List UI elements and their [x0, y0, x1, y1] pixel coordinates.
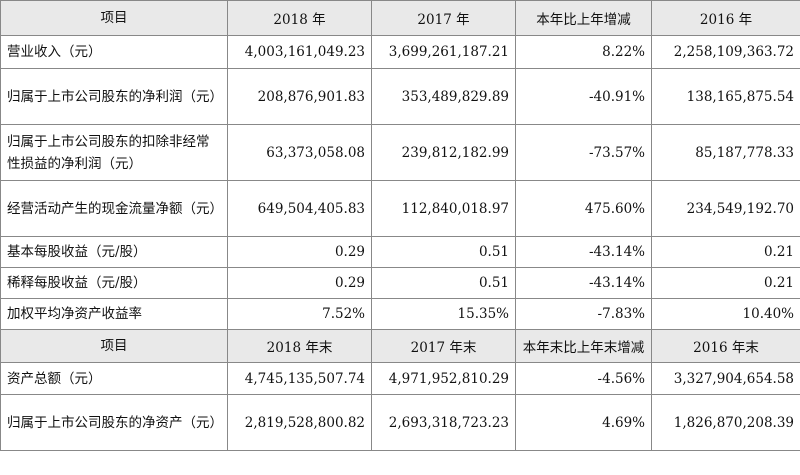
row-label: 归属于上市公司股东的扣除非经常性损益的净利润（元） [0, 124, 228, 181]
value-2017: 15.35% [371, 298, 516, 330]
value-change: 475.60% [515, 180, 652, 237]
value-2018: 0.29 [227, 236, 372, 268]
header-change-end: 本年末比上年末增减 [515, 329, 652, 363]
header-2018-end: 2018 年末 [227, 329, 372, 363]
value-2018: 208,876,901.83 [227, 68, 372, 125]
value-2016: 0.21 [651, 236, 800, 268]
value-change: -40.91% [515, 68, 652, 125]
value-2017: 2,693,318,723.23 [371, 394, 516, 451]
value-2018: 0.29 [227, 267, 372, 299]
value-2018: 2,819,528,800.82 [227, 394, 372, 451]
value-2017: 0.51 [371, 236, 516, 268]
header-row-year-end: 项目 2018 年末 2017 年末 本年末比上年末增减 2016 年末 [0, 329, 800, 363]
table-row-operating-cash-flow: 经营活动产生的现金流量净额（元） 649,504,405.83 112,840,… [0, 180, 800, 237]
header-item: 项目 [0, 0, 228, 36]
header-item: 项目 [0, 329, 228, 363]
header-2017: 2017 年 [371, 0, 516, 36]
value-2016: 234,549,192.70 [651, 180, 800, 237]
value-2017: 4,971,952,810.29 [371, 362, 516, 395]
value-2016: 10.40% [651, 298, 800, 330]
value-2016: 0.21 [651, 267, 800, 299]
value-change: -43.14% [515, 236, 652, 268]
header-change: 本年比上年增减 [515, 0, 652, 36]
value-change: -43.14% [515, 267, 652, 299]
value-2016: 85,187,778.33 [651, 124, 800, 181]
table-row-net-profit-deducted: 归属于上市公司股东的扣除非经常性损益的净利润（元） 63,373,058.08 … [0, 124, 800, 181]
header-2017-end: 2017 年末 [371, 329, 516, 363]
value-2017: 112,840,018.97 [371, 180, 516, 237]
value-2018: 649,504,405.83 [227, 180, 372, 237]
value-2018: 4,003,161,049.23 [227, 35, 372, 69]
value-2018: 63,373,058.08 [227, 124, 372, 181]
row-label: 经营活动产生的现金流量净额（元） [0, 180, 228, 237]
value-2017: 353,489,829.89 [371, 68, 516, 125]
value-change: -73.57% [515, 124, 652, 181]
table-row-net-profit: 归属于上市公司股东的净利润（元） 208,876,901.83 353,489,… [0, 68, 800, 125]
row-label: 归属于上市公司股东的净利润（元） [0, 68, 228, 125]
value-2017: 3,699,261,187.21 [371, 35, 516, 69]
value-2016: 1,826,870,208.39 [651, 394, 800, 451]
value-2016: 3,327,904,654.58 [651, 362, 800, 395]
header-2018: 2018 年 [227, 0, 372, 36]
value-2016: 2,258,109,363.72 [651, 35, 800, 69]
table-row-weighted-roe: 加权平均净资产收益率 7.52% 15.35% -7.83% 10.40% [0, 298, 800, 330]
value-2017: 239,812,182.99 [371, 124, 516, 181]
row-label: 基本每股收益（元/股） [0, 236, 228, 268]
value-2017: 0.51 [371, 267, 516, 299]
value-change: -7.83% [515, 298, 652, 330]
table-row-basic-eps: 基本每股收益（元/股） 0.29 0.51 -43.14% 0.21 [0, 236, 800, 268]
row-label: 营业收入（元） [0, 35, 228, 69]
financial-summary-table: 项目 2018 年 2017 年 本年比上年增减 2016 年 营业收入（元） … [0, 0, 800, 451]
header-2016-end: 2016 年末 [651, 329, 800, 363]
row-label: 归属于上市公司股东的净资产（元） [0, 394, 228, 451]
row-label: 稀释每股收益（元/股） [0, 267, 228, 299]
header-2016: 2016 年 [651, 0, 800, 36]
value-change: 8.22% [515, 35, 652, 69]
row-label: 加权平均净资产收益率 [0, 298, 228, 330]
value-2018: 4,745,135,507.74 [227, 362, 372, 395]
value-2016: 138,165,875.54 [651, 68, 800, 125]
table-row-diluted-eps: 稀释每股收益（元/股） 0.29 0.51 -43.14% 0.21 [0, 267, 800, 299]
value-2018: 7.52% [227, 298, 372, 330]
table-row-revenue: 营业收入（元） 4,003,161,049.23 3,699,261,187.2… [0, 35, 800, 69]
header-row: 项目 2018 年 2017 年 本年比上年增减 2016 年 [0, 0, 800, 36]
value-change: -4.56% [515, 362, 652, 395]
table-row-total-assets: 资产总额（元） 4,745,135,507.74 4,971,952,810.2… [0, 362, 800, 395]
row-label: 资产总额（元） [0, 362, 228, 395]
table-row-net-assets: 归属于上市公司股东的净资产（元） 2,819,528,800.82 2,693,… [0, 394, 800, 451]
value-change: 4.69% [515, 394, 652, 451]
